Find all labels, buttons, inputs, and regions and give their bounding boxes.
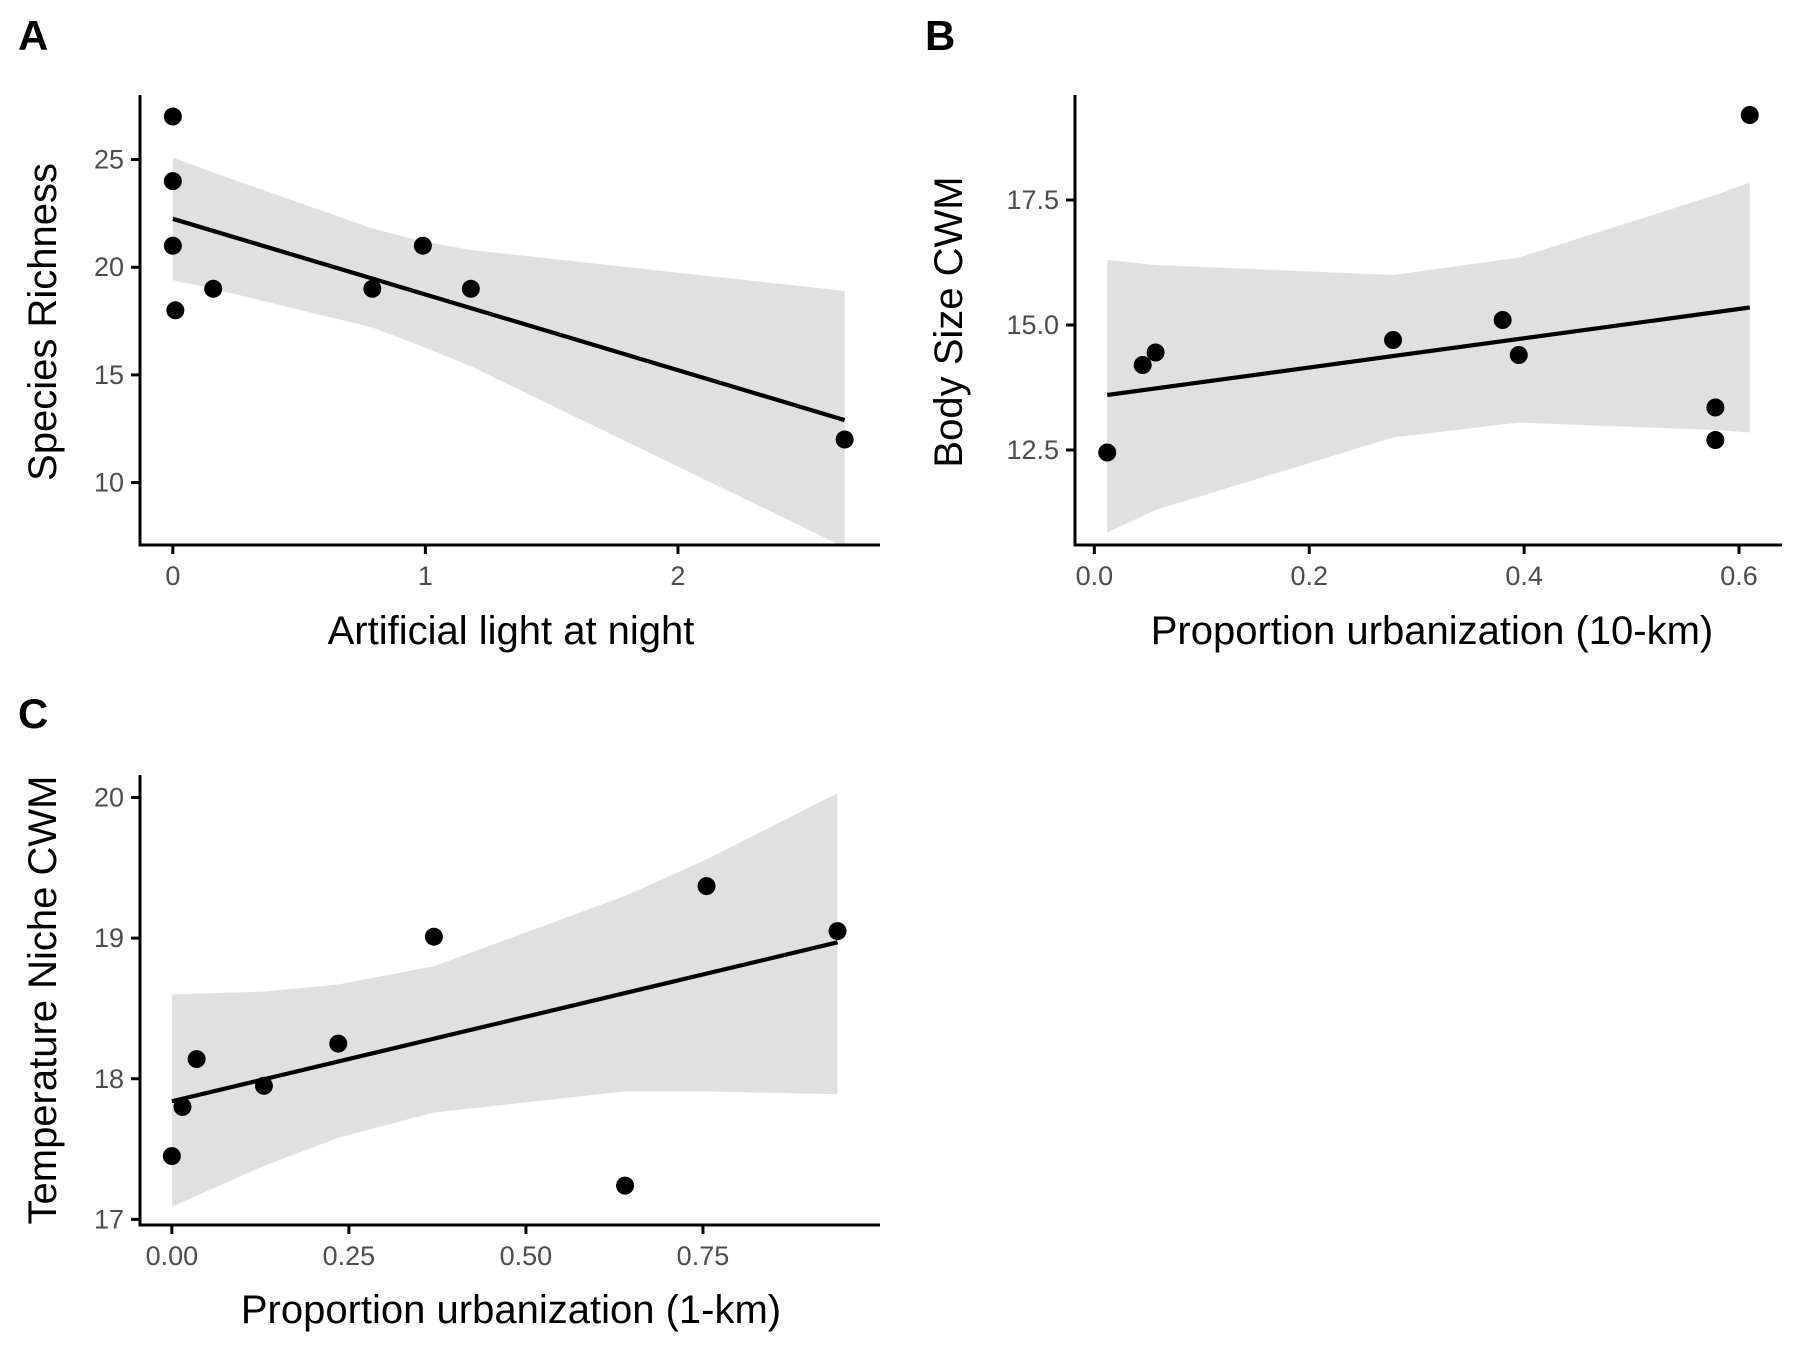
- panel-c-x-tick-label: 0.00: [146, 1241, 199, 1271]
- panel-a-data-point: [163, 236, 182, 255]
- panel-c-data-point: [424, 927, 443, 946]
- panel-c-y-tick-label: 17: [94, 1204, 124, 1234]
- panel-a-data-point: [163, 107, 182, 126]
- panel-b-trend-line: [1106, 305, 1751, 398]
- panel-c-data-point: [828, 922, 847, 941]
- panel-a-data-point: [204, 279, 223, 298]
- panel-b-data-point: [1133, 356, 1152, 374]
- panel-a-y-tick-label: 20: [94, 252, 124, 282]
- panel-b-x-axis-title: Proportion urbanization (10-km): [1151, 609, 1713, 653]
- panel-c-data-point: [329, 1034, 348, 1053]
- panel-a-data-point: [413, 236, 432, 255]
- panel-b: B Proportion urbanization (10-km) Body S…: [925, 12, 1782, 653]
- panel-c-data-point: [162, 1147, 181, 1166]
- panel-b-data-point: [1706, 398, 1725, 417]
- panel-a-x-tick-label: 0: [165, 561, 180, 591]
- panel-c-y-tick-label: 18: [94, 1064, 124, 1094]
- panel-b-data-point: [1098, 443, 1117, 462]
- panel-a-data-point: [363, 279, 382, 298]
- panel-a-y-tick-label: 25: [94, 145, 124, 175]
- panel-c-data-point: [173, 1097, 192, 1116]
- panel-c-x-tick-label: 0.75: [677, 1241, 730, 1271]
- panel-b-confidence-band: [1107, 182, 1750, 533]
- panel-a-confidence-band: [172, 157, 845, 548]
- panel-c-y-tick-label: 20: [94, 783, 124, 813]
- panel-b-data-point: [1509, 346, 1528, 364]
- panel-a-y-tick-label: 15: [94, 360, 124, 390]
- panel-c-trend-line: [171, 940, 838, 1104]
- panel-b-x-tick-label: 0.0: [1076, 561, 1114, 591]
- panel-a-data-point: [461, 279, 480, 298]
- panel-c-y-axis-title: Temperature Niche CWM: [21, 775, 65, 1224]
- panel-a-data-point: [835, 430, 854, 449]
- panel-c-confidence-band: [171, 793, 838, 1207]
- panel-c-data-point: [697, 877, 716, 896]
- panel-a-y-tick-label: 10: [94, 468, 124, 498]
- panel-c-data-point: [254, 1076, 273, 1095]
- panel-c-y-tick-label: 19: [94, 923, 124, 953]
- panel-c-data-point: [187, 1050, 206, 1069]
- panel-c: C Proportion urbanization (1-km) Tempera…: [18, 690, 880, 1332]
- panel-c-data-point: [616, 1176, 635, 1195]
- panel-b-x-tick-label: 0.2: [1290, 561, 1328, 591]
- panel-b-data-point: [1493, 311, 1512, 329]
- panel-c-letter: C: [18, 690, 48, 737]
- panel-b-y-tick-label: 12.5: [1006, 435, 1059, 465]
- panel-a-x-tick-label: 2: [670, 561, 685, 591]
- panel-a-trend-line: [172, 216, 846, 423]
- panel-b-data-point: [1740, 106, 1759, 124]
- panel-b-data-point: [1384, 331, 1403, 349]
- panel-b-y-tick-label: 15.0: [1006, 310, 1059, 340]
- panel-b-x-tick-label: 0.6: [1720, 561, 1758, 591]
- panel-c-x-axis-title: Proportion urbanization (1-km): [241, 1288, 781, 1332]
- panel-a-y-axis-title: Species Richness: [21, 163, 65, 481]
- panel-b-data-point: [1706, 431, 1725, 449]
- panel-b-x-tick-label: 0.4: [1505, 561, 1543, 591]
- panel-b-y-axis-title: Body Size CWM: [927, 176, 971, 467]
- panel-a-letter: A: [18, 12, 48, 59]
- panel-b-data-point: [1146, 343, 1165, 362]
- panel-a: A Artificial light at night Species Rich…: [18, 12, 880, 653]
- panel-a-x-tick-label: 1: [418, 561, 433, 591]
- panel-a-data-point: [166, 301, 185, 320]
- panel-c-x-tick-label: 0.25: [323, 1241, 376, 1271]
- panel-a-data-point: [163, 172, 182, 191]
- panel-b-letter: B: [925, 12, 955, 59]
- panel-c-x-tick-label: 0.50: [500, 1241, 553, 1271]
- panel-a-x-axis-title: Artificial light at night: [328, 609, 695, 653]
- panel-b-y-tick-label: 17.5: [1006, 185, 1059, 215]
